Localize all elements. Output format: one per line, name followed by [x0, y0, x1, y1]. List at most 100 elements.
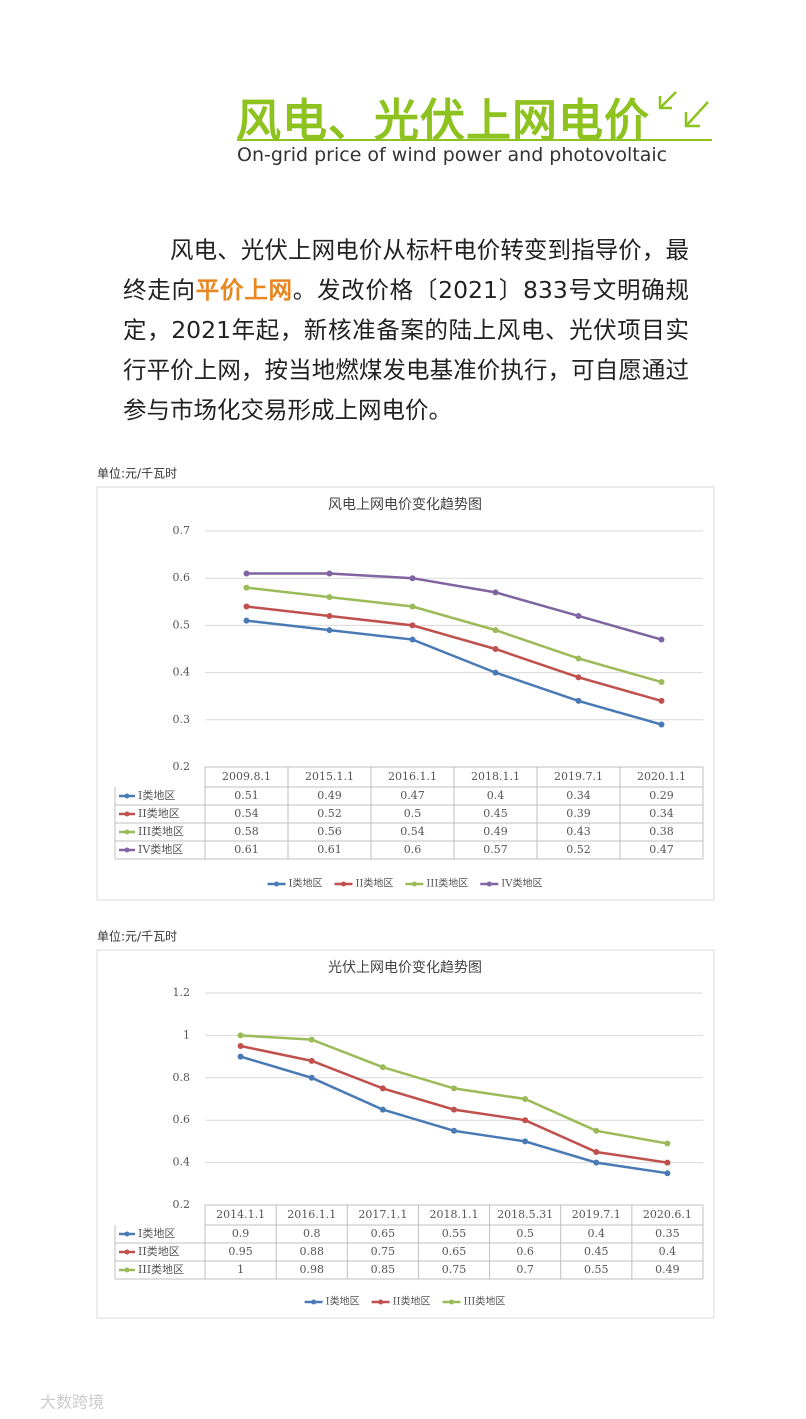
point [575, 655, 582, 662]
point [451, 1127, 457, 1134]
paragraph: 风电、光伏上网电价从标杆电价转变到指导价，最终走向平价上网。发改价格〔2021〕… [123, 230, 689, 430]
legend-key-dot [341, 881, 347, 887]
x-tick-label: 2020.6.1 [643, 1208, 692, 1221]
point [243, 603, 250, 610]
table-cell: 0.88 [299, 1245, 324, 1258]
table-cell: 0.6 [404, 843, 422, 856]
legend-label: III类地区 [426, 877, 468, 890]
legend-key-dot [411, 881, 417, 887]
chart-title: 风电上网电价变化趋势图 [328, 497, 482, 513]
table-cell: 0.35 [655, 1227, 680, 1240]
chart-frame [96, 486, 715, 901]
table-cell: 0.38 [649, 825, 674, 838]
table-row-label: I类地区 [138, 788, 175, 802]
table-cell: 0.4 [659, 1245, 677, 1258]
legend-key-dot [486, 881, 492, 887]
table-key-dot [124, 811, 130, 817]
x-tick-label: 2015.1.1 [305, 770, 354, 783]
y-tick-label: 0.8 [173, 1071, 191, 1084]
y-tick-label: 0.2 [173, 760, 191, 773]
table-cell: 0.65 [442, 1245, 467, 1258]
table-cell: 0.8 [303, 1227, 321, 1240]
point [237, 1032, 244, 1039]
table-cell: 0.39 [566, 807, 591, 820]
point [658, 679, 665, 686]
text: 风电、光伏上网电价从标杆电价转变到指导价，最终走向 [123, 236, 689, 304]
point [326, 570, 333, 577]
point [379, 1064, 386, 1071]
line [246, 586, 662, 684]
table-cell: 0.54 [234, 807, 259, 820]
x-tick-label: 2014.1.1 [216, 1208, 265, 1221]
x-tick-label: 2019.7.1 [572, 1208, 621, 1221]
table-key-dot [124, 793, 130, 799]
table-key-dot [124, 829, 130, 835]
table-key-dot [124, 847, 130, 853]
table-cell: 0.58 [234, 825, 259, 838]
subtitle: On-grid price of wind power and photovol… [237, 144, 668, 166]
table-cell: 0.43 [566, 825, 591, 838]
point [575, 674, 582, 681]
y-tick-label: 0.6 [173, 571, 191, 584]
table-row-label: III类地区 [138, 1262, 184, 1276]
legend-key-dot [311, 1299, 317, 1305]
unit-label: 单位:元/千瓦时 [97, 466, 177, 481]
table-key-dot [124, 1267, 130, 1273]
point [237, 1053, 244, 1060]
point [593, 1127, 600, 1134]
table-cell: 0.34 [649, 807, 674, 820]
chart-frame [96, 949, 715, 1319]
table-cell: 0.49 [483, 825, 508, 838]
table-cell: 0.61 [317, 843, 342, 856]
point [326, 627, 333, 634]
table-cell: 0.29 [649, 789, 674, 802]
table-cell: 0.47 [400, 789, 425, 802]
legend-key-dot [274, 881, 280, 887]
point [522, 1117, 529, 1124]
table-cell: 0.4 [487, 789, 505, 802]
point [308, 1074, 315, 1081]
y-tick-label: 0.4 [173, 1156, 191, 1169]
y-tick-label: 0.6 [173, 1113, 191, 1126]
legend-key-dot [449, 1299, 454, 1305]
point [409, 575, 416, 582]
line [246, 619, 662, 726]
table-cell: 0.45 [584, 1245, 609, 1258]
table-row-label: III类地区 [138, 824, 184, 838]
legend-label: IV类地区 [501, 877, 542, 890]
table-key-dot [124, 1231, 130, 1237]
point [379, 1106, 386, 1113]
point [492, 646, 499, 652]
point [308, 1036, 315, 1043]
legend: I类地区 II类地区 III类地区 [304, 1295, 505, 1308]
table-cell: 0.54 [400, 825, 425, 838]
y-tick-label: 0.7 [173, 524, 191, 537]
table-cell: 0.95 [228, 1245, 253, 1258]
legend-label: I类地区 [326, 1295, 360, 1308]
y-tick-label: 1 [183, 1028, 190, 1041]
legend-key-dot [378, 1299, 384, 1305]
point [593, 1149, 600, 1155]
table-cell: 0.9 [232, 1227, 250, 1240]
table-cell: 0.52 [566, 843, 591, 856]
point [664, 1140, 671, 1147]
point [237, 1043, 244, 1049]
table-cell: 0.49 [655, 1263, 680, 1276]
x-tick-label: 2018.1.1 [430, 1208, 479, 1221]
table-cell: 0.57 [483, 843, 508, 856]
legend-label: I类地区 [289, 877, 323, 890]
table-cell: 0.49 [317, 789, 342, 802]
point [409, 636, 416, 643]
unit-label: 单位:元/千瓦时 [97, 929, 177, 944]
table-key-dot [124, 1249, 130, 1255]
table-cell: 0.75 [371, 1245, 396, 1258]
point [451, 1106, 457, 1113]
x-tick-label: 2016.1.1 [388, 770, 437, 783]
table-row-label: II类地区 [138, 806, 180, 820]
y-tick-label: 0.5 [173, 618, 191, 631]
point [593, 1159, 600, 1166]
line [246, 572, 662, 641]
table-cell: 0.45 [483, 807, 508, 820]
table-cell: 0.47 [649, 843, 674, 856]
